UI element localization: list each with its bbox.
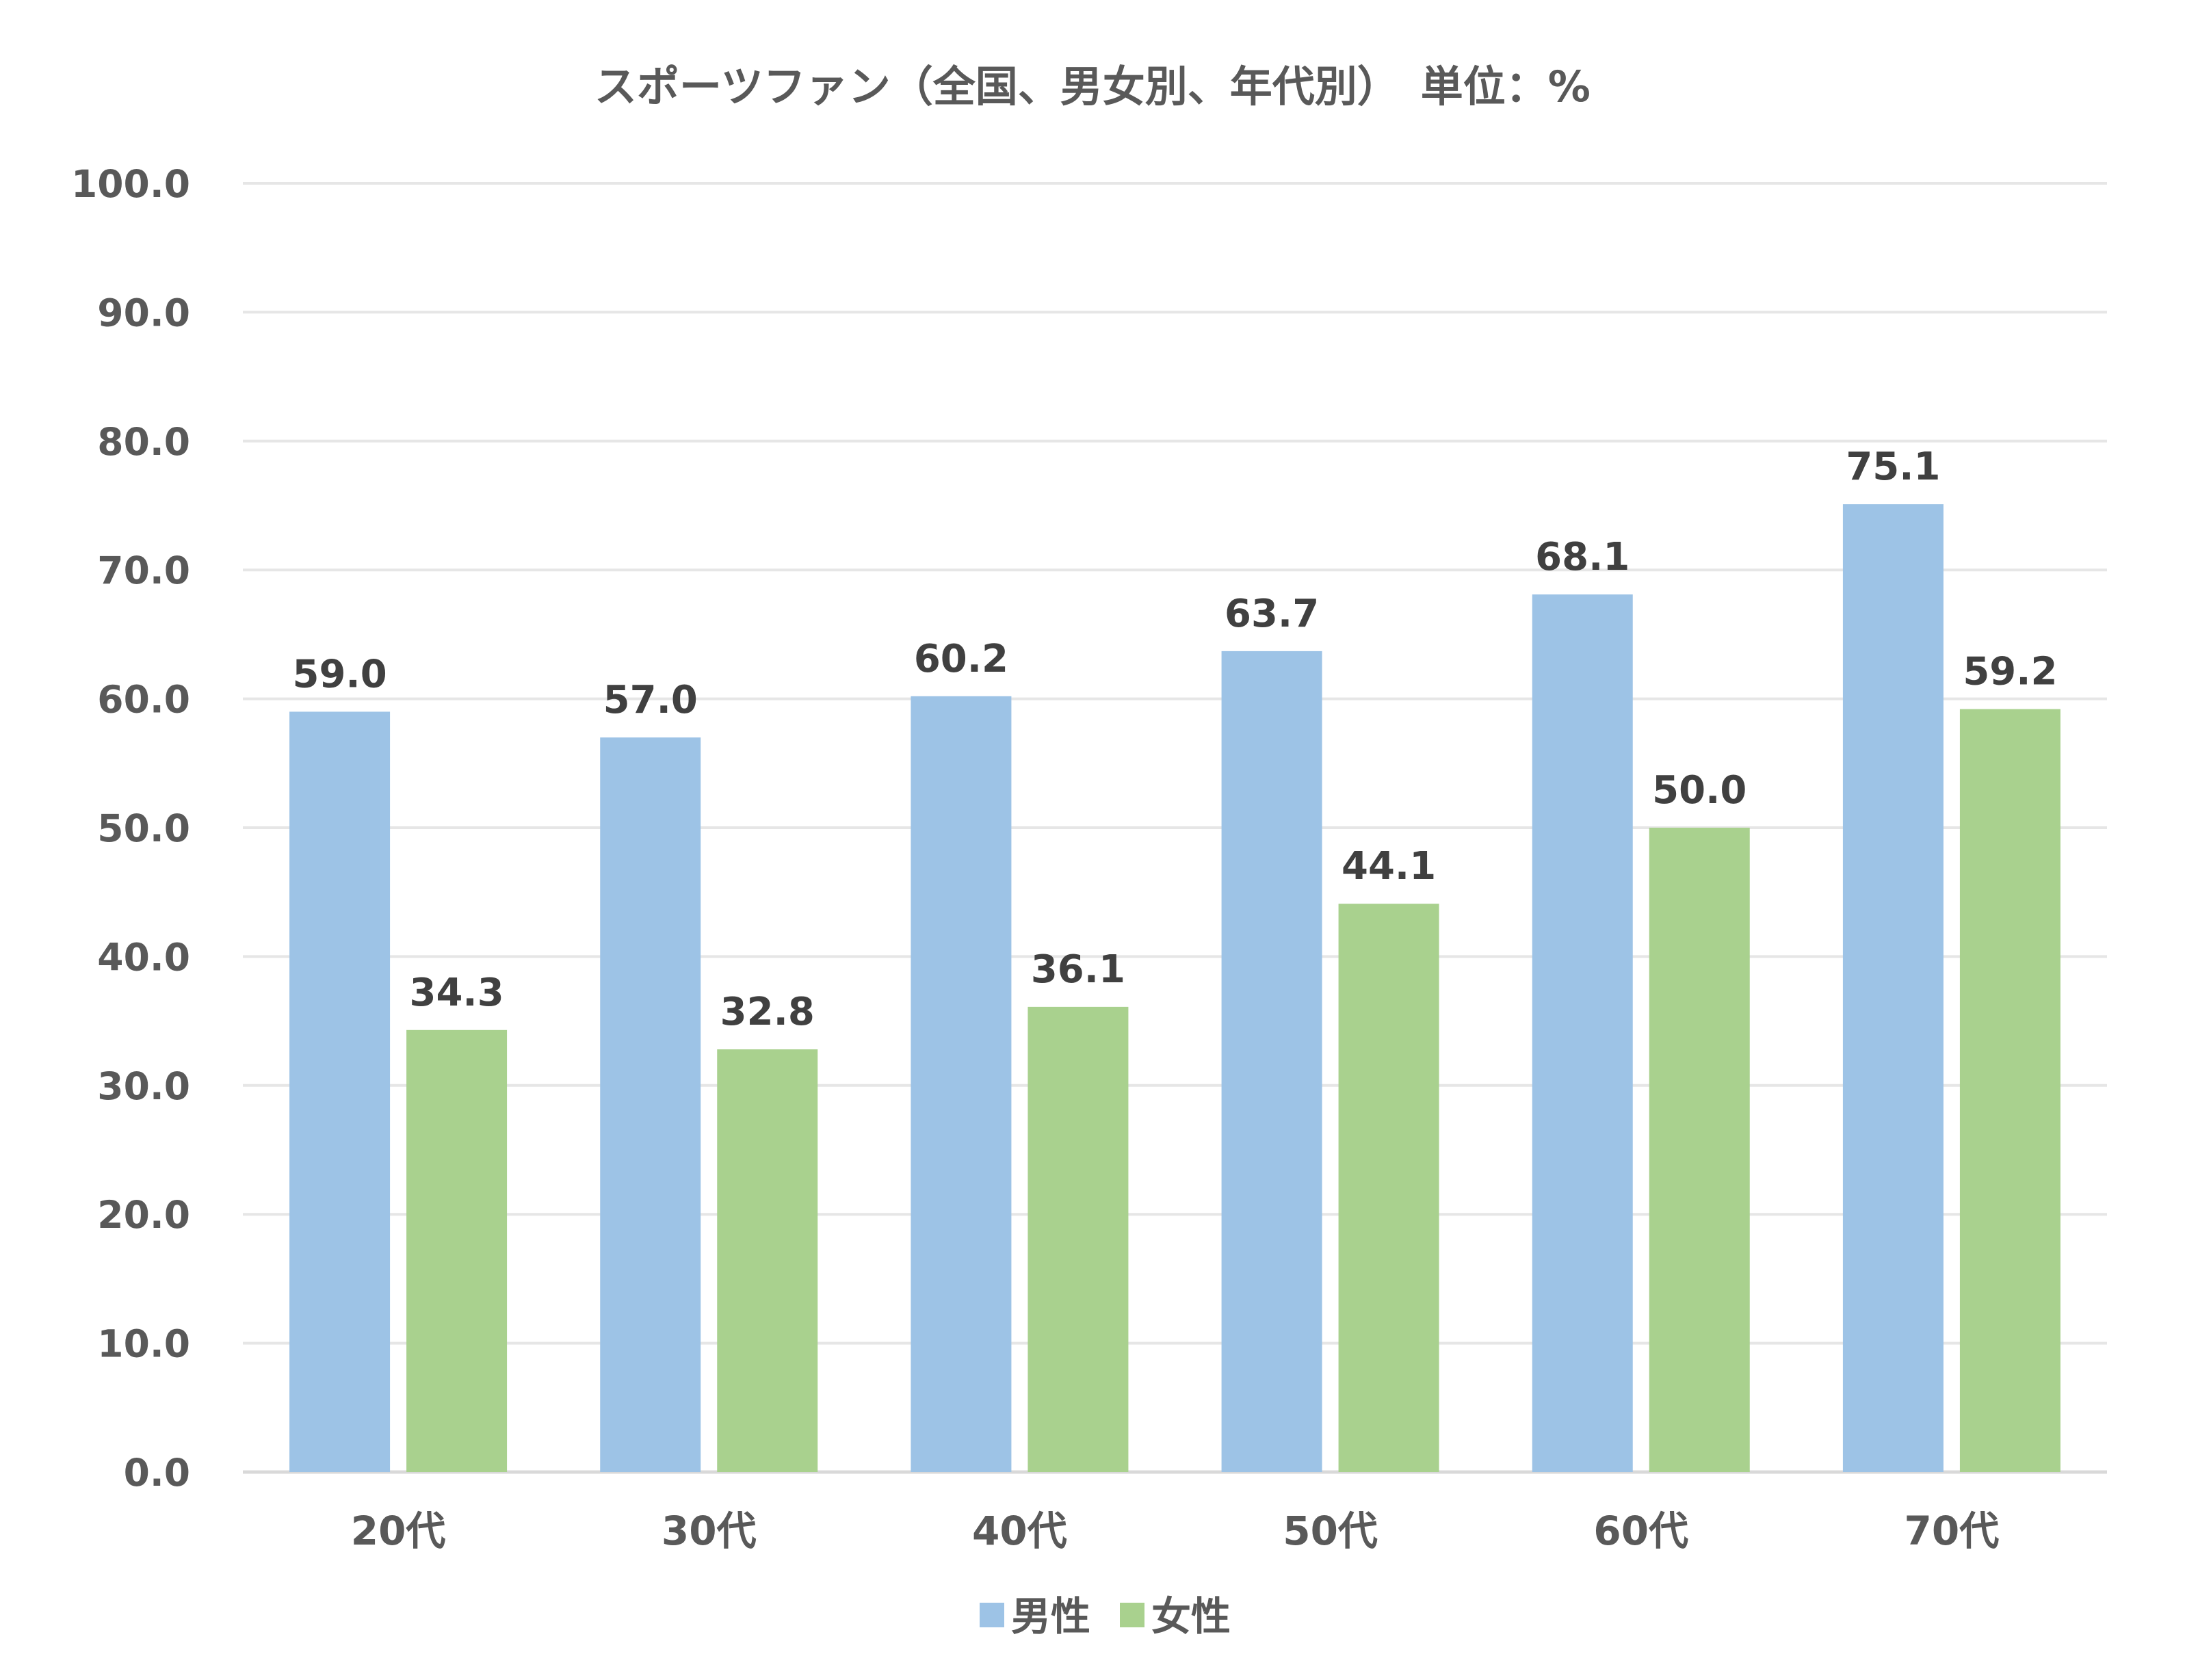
bars: [289, 504, 2060, 1473]
data-label: 59.2: [1963, 650, 2057, 694]
bar-female: [1338, 904, 1439, 1472]
bar-male: [1532, 594, 1633, 1472]
x-tick-label: 60代: [1593, 1508, 1688, 1554]
y-tick-label: 80.0: [97, 420, 190, 464]
chart-title: スポーツファン（全国、男女別、年代別） 単位：%: [594, 62, 1591, 111]
x-tick-label: 50代: [1283, 1508, 1378, 1554]
legend-label-male: 男性: [1011, 1593, 1090, 1640]
y-tick-label: 70.0: [97, 549, 190, 592]
bar-male: [1221, 651, 1322, 1472]
bar-male: [911, 696, 1012, 1472]
bar-male: [1842, 504, 1944, 1473]
x-axis-ticks: 20代 30代 40代 50代 60代 70代: [351, 1508, 2000, 1554]
data-label: 57.0: [603, 678, 698, 722]
y-tick-label: 10.0: [97, 1322, 190, 1366]
bar-female: [1649, 828, 1750, 1472]
data-label: 60.2: [914, 637, 1008, 681]
gridlines: [243, 182, 2107, 1474]
bar-male: [289, 711, 391, 1472]
legend: 男性 女性: [980, 1593, 1231, 1640]
y-axis-ticks: 0.0 10.0 20.0 30.0 40.0 50.0 60.0 70.0 80.0 90.0 1…: [71, 162, 190, 1495]
data-label: 68.1: [1535, 535, 1630, 579]
data-label: 63.7: [1225, 592, 1319, 636]
data-labels: 59.0 34.3 57.0 32.8 60.2 36.1 63.7 44.1 68.1 50.0…: [292, 445, 2057, 1034]
bar-female: [1959, 709, 2060, 1472]
bar-female: [1028, 1006, 1129, 1472]
y-tick-label: 30.0: [97, 1064, 190, 1108]
x-tick-label: 20代: [351, 1508, 446, 1554]
y-tick-label: 50.0: [97, 806, 190, 850]
y-tick-label: 40.0: [97, 935, 190, 979]
bar-male: [600, 737, 701, 1472]
data-label: 50.0: [1652, 768, 1746, 813]
y-tick-label: 0.0: [124, 1451, 190, 1495]
bar-female: [406, 1029, 508, 1472]
bar-female: [717, 1049, 818, 1472]
legend-label-female: 女性: [1151, 1593, 1231, 1640]
data-label: 44.1: [1342, 844, 1436, 889]
data-label: 59.0: [292, 652, 387, 696]
y-tick-label: 60.0: [97, 678, 190, 722]
y-tick-label: 20.0: [97, 1193, 190, 1237]
data-label: 36.1: [1031, 947, 1125, 992]
y-tick-label: 90.0: [97, 291, 190, 334]
x-tick-label: 30代: [662, 1508, 757, 1554]
legend-swatch-male: [980, 1603, 1004, 1627]
data-label: 34.3: [409, 971, 503, 1015]
data-label: 32.8: [720, 990, 815, 1034]
y-tick-label: 100.0: [71, 162, 190, 206]
x-tick-label: 70代: [1905, 1508, 2000, 1554]
legend-swatch-female: [1120, 1603, 1144, 1627]
x-tick-label: 40代: [972, 1508, 1067, 1554]
data-label: 75.1: [1846, 445, 1940, 489]
